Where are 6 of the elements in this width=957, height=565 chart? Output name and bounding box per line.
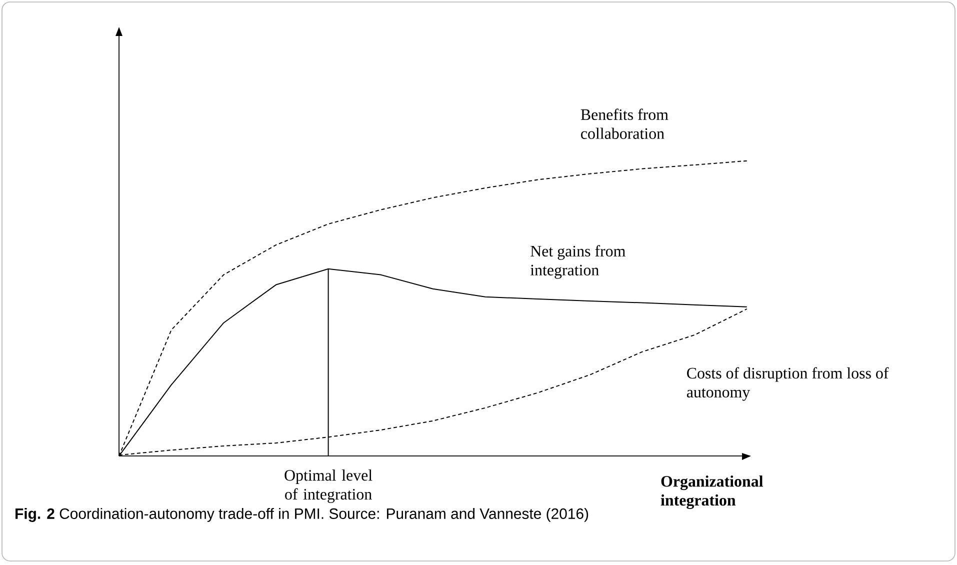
series-label: Costs of disruption from loss of autonomy bbox=[686, 367, 889, 401]
text: Fig. 2 Coordination-autonomy trade-off in PMI. Source: Puranam and Vanneste (2016) bbox=[16, 508, 588, 522]
text: Optimal level of integration bbox=[284, 470, 372, 503]
series-label: Net gains from integration bbox=[530, 245, 626, 279]
x-axis-title: Organizational integration bbox=[660, 476, 763, 510]
series-label: Benefits from collaboration bbox=[580, 108, 668, 139]
